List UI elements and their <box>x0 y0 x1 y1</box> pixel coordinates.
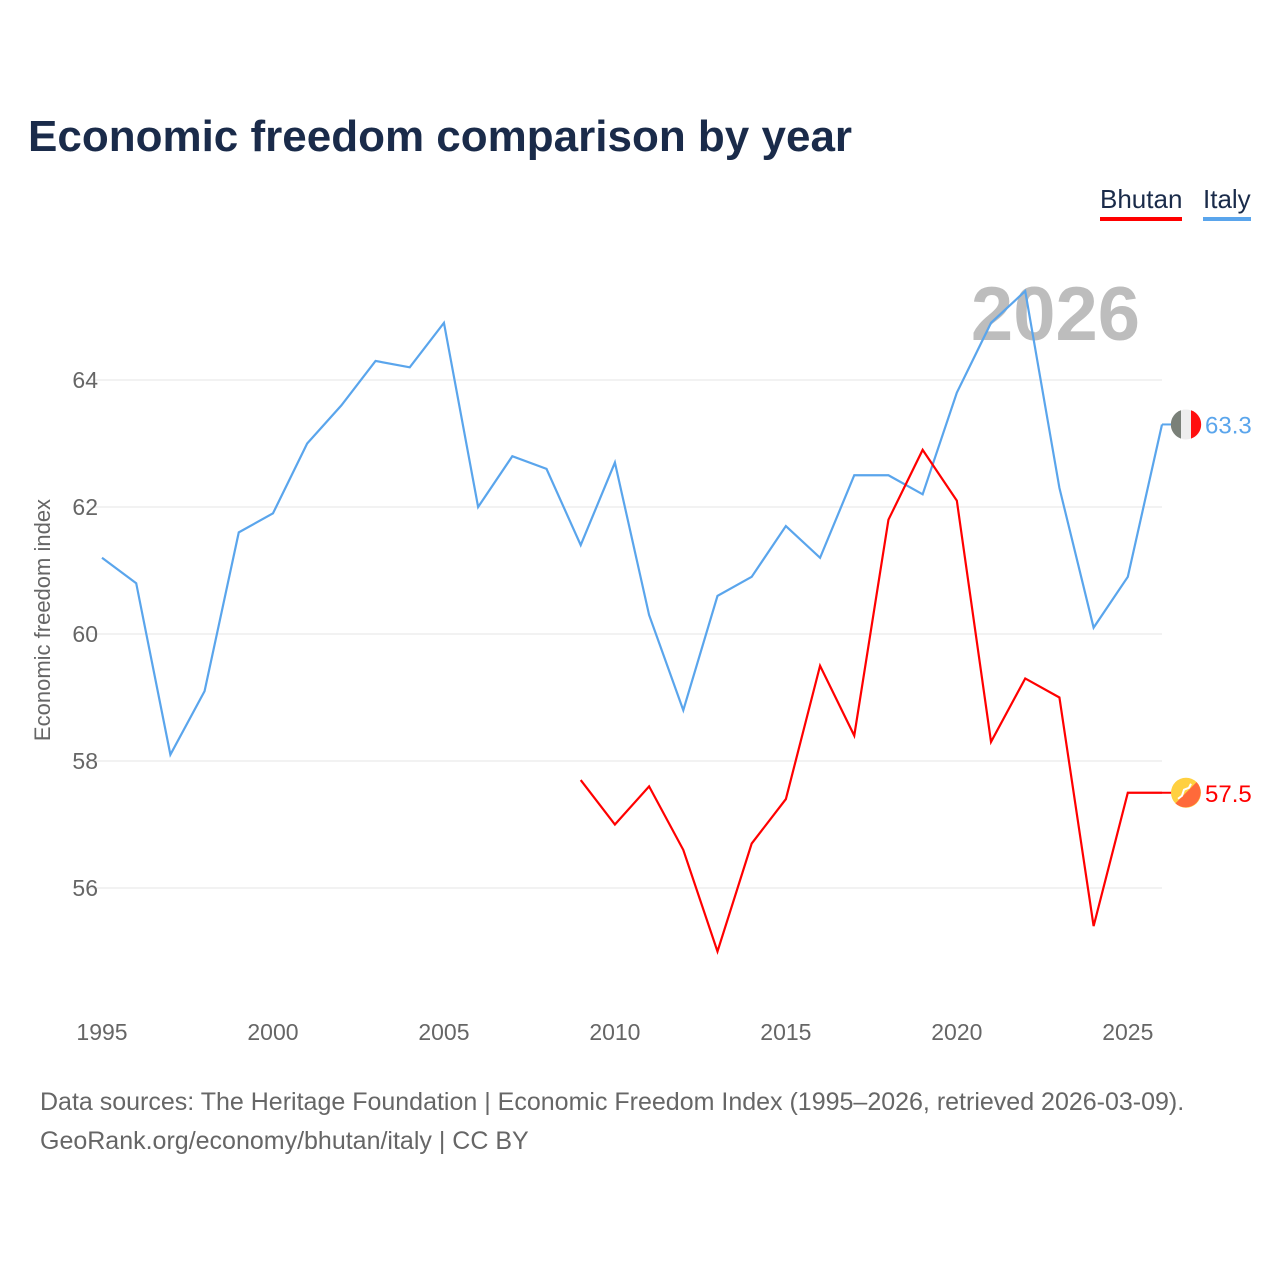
data-point-italy <box>338 402 344 408</box>
data-point-italy <box>167 752 173 758</box>
data-point-italy <box>885 472 891 478</box>
data-point-italy <box>441 320 447 326</box>
y-tick-label: 58 <box>72 748 98 774</box>
data-point-bhutan <box>749 841 755 847</box>
data-point-italy <box>1056 485 1062 491</box>
data-point-bhutan <box>988 739 994 745</box>
data-point-bhutan <box>851 733 857 739</box>
data-point-italy <box>407 364 413 370</box>
data-point-italy <box>236 529 242 535</box>
legend-italy[interactable]: Italy <box>1203 184 1251 221</box>
data-point-bhutan <box>578 777 584 783</box>
data-point-bhutan <box>1056 695 1062 701</box>
y-tick-label: 64 <box>72 367 98 393</box>
italy-flag-red <box>1191 410 1202 439</box>
italy-flag-green <box>1170 410 1181 439</box>
data-point-italy <box>544 466 550 472</box>
data-point-italy <box>270 510 276 516</box>
source-link[interactable]: GeoRank.org/economy/bhutan/italy | CC BY <box>40 1127 529 1155</box>
data-point-italy <box>920 491 926 497</box>
x-tick-label: 2020 <box>931 1019 982 1045</box>
data-point-bhutan <box>920 447 926 453</box>
y-tick-label: 62 <box>72 494 98 520</box>
x-tick-label: 2000 <box>247 1019 298 1045</box>
data-point-italy <box>817 555 823 561</box>
data-point-italy <box>509 453 515 459</box>
data-point-italy <box>783 523 789 529</box>
x-tick-label: 2025 <box>1102 1019 1153 1045</box>
data-point-italy <box>1091 625 1097 631</box>
data-point-italy <box>714 593 720 599</box>
bhutan-flag-orange <box>1175 782 1201 808</box>
data-point-bhutan <box>1125 790 1131 796</box>
data-point-bhutan <box>1022 675 1028 681</box>
data-point-bhutan <box>612 822 618 828</box>
y-axis-label: Economic freedom index <box>30 499 55 741</box>
year-watermark: 2026 <box>971 272 1140 357</box>
x-tick-label: 2015 <box>760 1019 811 1045</box>
data-point-italy <box>202 688 208 694</box>
x-tick-label: 1995 <box>76 1019 127 1045</box>
data-point-italy <box>612 460 618 466</box>
data-point-italy <box>851 472 857 478</box>
source-note: Data sources: The Heritage Foundation | … <box>40 1088 1185 1116</box>
end-value-label-bhutan: 57.5 <box>1205 781 1252 808</box>
bhutan-flag-dragon <box>1177 783 1192 800</box>
data-point-italy <box>304 441 310 447</box>
data-point-italy <box>578 542 584 548</box>
line-chart: 2026 56 58 60 62 64 1995 2000 2005 2010 2015 2020 20… <box>30 272 1252 1045</box>
data-point-italy <box>1022 288 1028 294</box>
y-tick-label: 56 <box>72 875 98 901</box>
data-point-italy <box>646 612 652 618</box>
data-point-italy <box>680 707 686 713</box>
data-point-italy <box>954 390 960 396</box>
x-tick-label: 2005 <box>418 1019 469 1045</box>
x-tick-label: 2010 <box>589 1019 640 1045</box>
data-point-bhutan <box>783 796 789 802</box>
y-tick-label: 60 <box>72 621 98 647</box>
data-point-italy <box>475 504 481 510</box>
data-point-italy <box>133 580 139 586</box>
data-point-italy <box>749 574 755 580</box>
series-line-bhutan <box>579 447 1162 956</box>
data-point-italy <box>1125 574 1131 580</box>
data-point-bhutan <box>1091 923 1097 929</box>
data-point-italy <box>988 320 994 326</box>
chart-title: Economic freedom comparison by year <box>28 112 853 161</box>
data-point-italy <box>99 555 105 561</box>
data-point-italy <box>373 358 379 364</box>
data-point-bhutan <box>885 517 891 523</box>
data-point-bhutan <box>680 847 686 853</box>
series-line-italy <box>101 288 1164 758</box>
end-value-label-italy: 63.3 <box>1205 412 1252 439</box>
data-point-bhutan <box>817 663 823 669</box>
data-point-bhutan <box>954 498 960 504</box>
legend-bhutan[interactable]: Bhutan <box>1100 184 1183 221</box>
data-point-bhutan <box>714 949 720 955</box>
data-point-bhutan <box>646 783 652 789</box>
